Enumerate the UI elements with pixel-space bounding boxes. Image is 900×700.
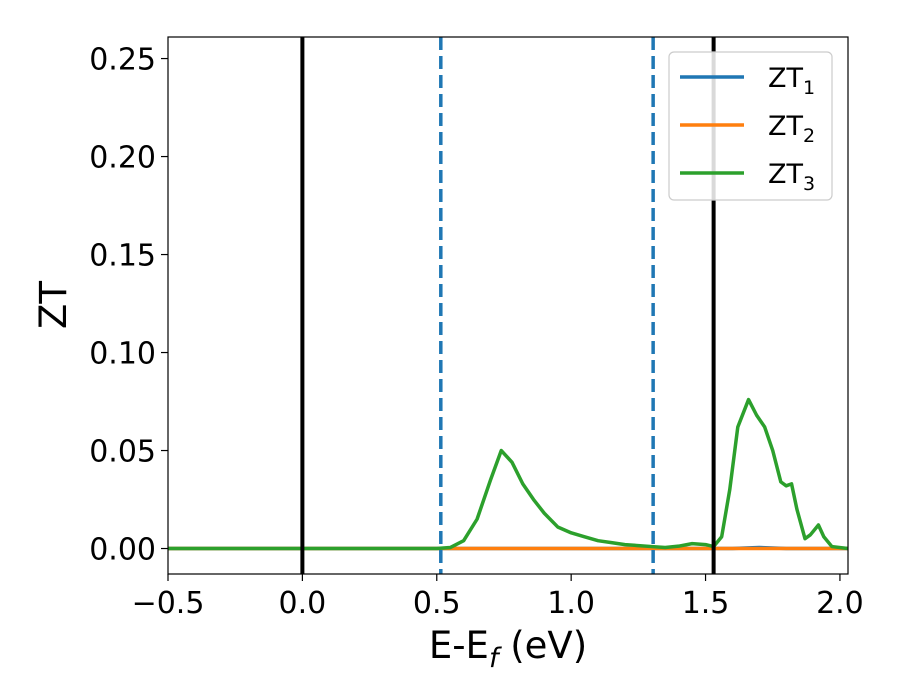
y-axis-label: ZT — [32, 281, 75, 329]
x-tick-label: 0.5 — [413, 586, 461, 621]
plot-frame — [167, 36, 849, 575]
y-tick-label: 0.05 — [89, 435, 156, 470]
legend: ZT1 ZT2 ZT3 — [668, 51, 833, 201]
reference-lines — [300, 37, 716, 574]
x-tick-label: 1.0 — [547, 586, 595, 621]
series-line-zt3 — [168, 397, 848, 551]
x-tick-label: 0.0 — [279, 586, 327, 621]
y-tick-label: 0.15 — [89, 239, 156, 274]
x-tick-label: 1.5 — [682, 586, 730, 621]
plot-area — [168, 397, 848, 551]
y-tick-label: 0.00 — [89, 533, 156, 568]
y-tick-label: 0.10 — [89, 337, 156, 372]
x-tick-label: 2.0 — [816, 586, 864, 621]
x-tick-label: −0.5 — [132, 586, 205, 621]
axes: −0.5 0.0 0.5 1.0 1.5 2.0 0.00 0.05 0.10 0.15 0.20 0… — [89, 36, 864, 621]
legend-box — [668, 51, 833, 201]
x-axis-label: E-Ef (eV) — [429, 624, 587, 674]
y-tick-label: 0.25 — [89, 43, 156, 78]
y-tick-label: 0.20 — [89, 141, 156, 176]
legend-label-zt3: ZT3 — [768, 159, 815, 195]
legend-label-zt1: ZT1 — [768, 63, 815, 99]
legend-label-zt2: ZT2 — [768, 111, 815, 147]
